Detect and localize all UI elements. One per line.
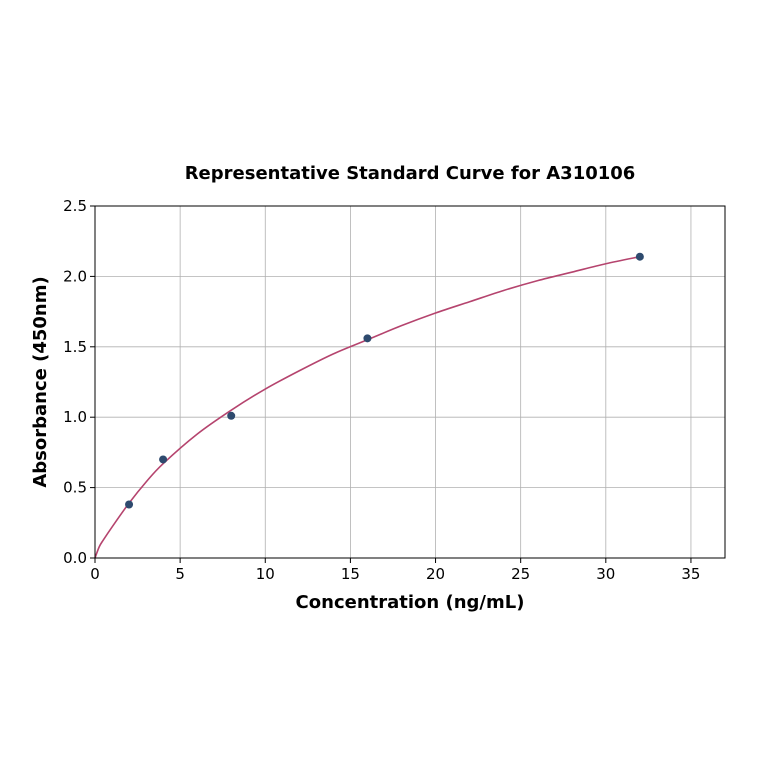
x-tick-label: 0 (90, 565, 100, 583)
x-axis-label: Concentration (ng/mL) (296, 592, 525, 613)
x-tick-label: 30 (596, 565, 615, 583)
x-axis-ticks: 0 5 10 15 20 25 30 35 (90, 558, 700, 583)
y-tick-label: 1.5 (63, 338, 87, 356)
data-point (227, 411, 236, 420)
y-tick-label: 0.5 (63, 479, 87, 497)
y-axis-ticks: 0.0 0.5 1.0 1.5 2.0 2.5 (63, 197, 95, 567)
plot-frame (94, 205, 726, 559)
data-point (363, 334, 372, 343)
x-tick-label: 10 (256, 565, 275, 583)
x-tick-label: 35 (681, 565, 700, 583)
data-point (159, 455, 168, 464)
x-tick-label: 25 (511, 565, 530, 583)
y-tick-label: 2.0 (63, 267, 87, 285)
data-point (125, 500, 134, 509)
x-tick-label: 20 (426, 565, 445, 583)
y-axis-label: Absorbance (450nm) (30, 276, 51, 487)
data-point (635, 252, 644, 261)
x-tick-label: 15 (341, 565, 360, 583)
fit-curve (94, 255, 641, 559)
y-tick-label: 0.0 (63, 549, 87, 567)
chart-title: Representative Standard Curve for A31010… (185, 163, 636, 184)
y-tick-label: 1.0 (63, 408, 87, 426)
x-tick-label: 5 (175, 565, 185, 583)
fit-curve-group (94, 255, 641, 559)
data-points (125, 252, 644, 509)
y-tick-label: 2.5 (63, 197, 87, 215)
